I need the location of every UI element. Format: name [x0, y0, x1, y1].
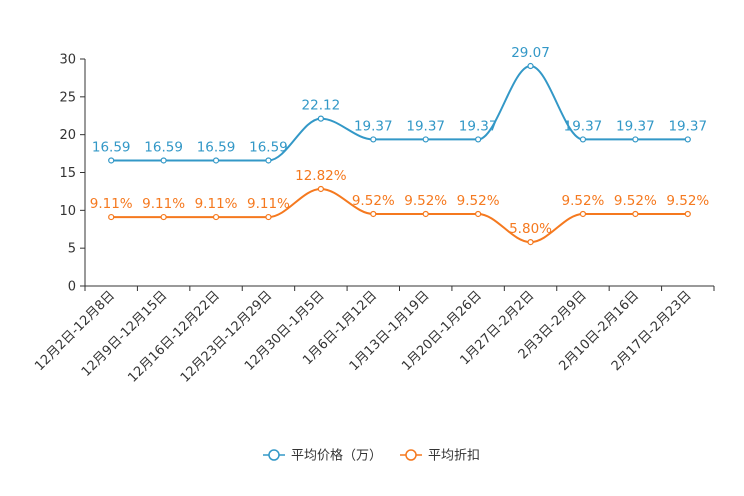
data-label: 12.82%: [295, 168, 347, 184]
series-avg-discount: 9.11% 9.11% 9.11% 9.11% 12.82% 9.52% 9.52% 9.52…: [90, 168, 709, 246]
data-point[interactable]: [265, 213, 272, 221]
data-label: 9.52%: [404, 193, 447, 209]
data-point[interactable]: [527, 239, 534, 246]
legend-item-avg-price[interactable]: 平均价格（万）: [263, 448, 382, 464]
data-label: 9.11%: [142, 196, 185, 212]
legend-label: 平均价格（万）: [291, 448, 382, 464]
data-point[interactable]: [684, 210, 691, 218]
data-point[interactable]: [108, 213, 115, 221]
data-label: 16.59: [92, 139, 131, 155]
data-point[interactable]: [475, 210, 482, 218]
x-tick-label: 12月23日-12月29日: [178, 288, 275, 385]
data-label: 19.37: [459, 118, 498, 134]
data-point[interactable]: [212, 213, 220, 221]
data-label: 9.11%: [90, 196, 133, 212]
data-point[interactable]: [265, 157, 272, 164]
data-label: 9.11%: [195, 196, 238, 212]
data-point[interactable]: [632, 210, 639, 218]
legend-label: 平均折扣: [428, 449, 480, 464]
data-point[interactable]: [632, 136, 639, 143]
data-label: 29.07: [511, 45, 550, 61]
legend-marker-icon: [405, 449, 417, 461]
data-point[interactable]: [422, 136, 429, 143]
y-tick-label: 20: [59, 128, 76, 143]
legend-marker-icon: [268, 449, 280, 461]
data-point[interactable]: [160, 213, 167, 221]
data-point[interactable]: [108, 157, 115, 164]
data-label: 9.52%: [614, 193, 657, 209]
series-layer: 16.59 16.59 16.59 16.59 22.12 19.37 19.37 19.37…: [90, 45, 709, 246]
data-label: 9.52%: [457, 193, 500, 209]
data-point[interactable]: [212, 157, 220, 164]
legend-item-avg-discount[interactable]: 平均折扣: [400, 449, 480, 464]
data-point[interactable]: [370, 136, 377, 143]
data-label: 16.59: [144, 139, 183, 155]
data-label: 9.52%: [352, 193, 395, 209]
data-label: 19.37: [564, 118, 603, 134]
data-label: 16.59: [249, 139, 288, 155]
y-tick-label: 5: [68, 242, 76, 257]
data-label: 9.11%: [247, 196, 290, 212]
data-label: 19.37: [616, 118, 655, 134]
y-tick-label: 15: [59, 166, 76, 181]
data-label: 9.52%: [562, 193, 605, 209]
data-label: 9.52%: [666, 193, 709, 209]
series-avg-price: 16.59 16.59 16.59 16.59 22.12 19.37 19.37 19.37…: [92, 45, 707, 164]
x-tick-label: 12月16日-12月22日: [125, 288, 222, 385]
data-label: 19.37: [354, 118, 393, 134]
data-label: 5.80%: [509, 221, 552, 237]
legend[interactable]: 平均价格（万） 平均折扣: [263, 448, 480, 464]
data-point[interactable]: [684, 136, 691, 143]
data-point[interactable]: [370, 210, 377, 218]
y-tick-label: 10: [59, 204, 76, 219]
data-label: 19.37: [668, 118, 707, 134]
data-point[interactable]: [422, 210, 429, 218]
y-tick-label: 0: [68, 280, 76, 295]
y-tick-label: 30: [59, 53, 76, 68]
data-point[interactable]: [579, 136, 587, 143]
data-point[interactable]: [475, 136, 482, 143]
data-point[interactable]: [160, 157, 167, 164]
data-point[interactable]: [527, 62, 534, 70]
data-point[interactable]: [317, 115, 324, 122]
data-point[interactable]: [579, 210, 587, 218]
axes: 05101520253012月2日-12月8日12月9日-12月15日12月16…: [32, 53, 715, 386]
y-tick-label: 25: [59, 90, 76, 105]
data-label: 19.37: [406, 118, 445, 134]
data-label: 22.12: [302, 98, 341, 114]
data-label: 16.59: [197, 139, 236, 155]
data-point[interactable]: [317, 185, 324, 193]
